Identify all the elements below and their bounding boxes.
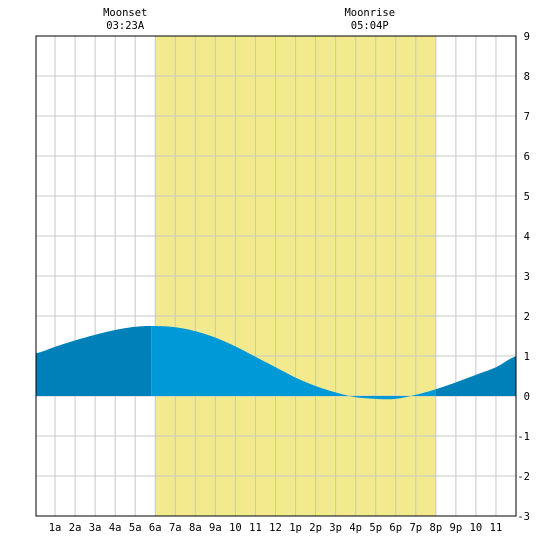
x-tick-label: 12 — [269, 522, 282, 534]
y-tick-label: -2 — [517, 471, 530, 483]
x-tick-label: 8a — [189, 522, 202, 534]
y-tick-label: 2 — [524, 311, 530, 323]
x-tick-label: 3p — [329, 522, 342, 534]
y-tick-label: 3 — [524, 271, 530, 283]
x-tick-label: 3a — [89, 522, 102, 534]
moon-event-name: Moonrise — [344, 7, 395, 19]
x-tick-label: 1p — [289, 522, 302, 534]
label-layer: 1a 2a 3a 4a 5a 6a 7a 8a 9a 10 11 12 1p 2p 3p 4p 5p 6p 7p 8p… — [49, 7, 530, 534]
moon-event-name: Moonset — [103, 7, 147, 19]
x-tick-label: 11 — [490, 522, 503, 534]
tide-area-night-evening — [435, 356, 516, 396]
y-tick-label: 6 — [524, 151, 530, 163]
moon-event-time: 03:23A — [106, 20, 145, 32]
x-tick-label: 5p — [369, 522, 382, 534]
x-tick-label: 6p — [389, 522, 402, 534]
x-tick-label: 5a — [129, 522, 142, 534]
y-tick-label: 4 — [524, 231, 530, 243]
y-tick-label: -1 — [517, 431, 530, 443]
axis-layer — [35, 35, 517, 517]
x-tick-label: 2a — [69, 522, 82, 534]
x-tick-label: 4p — [349, 522, 362, 534]
y-tick-label: 5 — [524, 191, 530, 203]
x-tick-label: 11 — [249, 522, 262, 534]
x-tick-label: 10 — [470, 522, 483, 534]
y-tick-label: 0 — [524, 391, 530, 403]
x-tick-label: 6a — [149, 522, 162, 534]
tide-area-layer — [36, 325, 516, 400]
tide-area-day — [151, 325, 436, 400]
x-tick-label: 9p — [450, 522, 463, 534]
plot-border — [35, 35, 517, 517]
x-tick-label: 8p — [430, 522, 443, 534]
x-tick-label: 2p — [309, 522, 322, 534]
y-tick-label: 9 — [524, 31, 530, 43]
x-tick-label: 7p — [409, 522, 422, 534]
y-tick-label: -3 — [517, 511, 530, 523]
y-tick-label: 7 — [524, 111, 530, 123]
y-tick-label: 1 — [524, 351, 530, 363]
x-tick-label: 9a — [209, 522, 222, 534]
moon-event-time: 05:04P — [351, 20, 389, 32]
x-tick-label: 7a — [169, 522, 182, 534]
y-tick-label: 8 — [524, 71, 530, 83]
x-tick-label: 4a — [109, 522, 122, 534]
x-tick-label: 10 — [229, 522, 242, 534]
x-tick-label: 1a — [49, 522, 62, 534]
grid-layer — [36, 35, 516, 517]
tide-area-night-morning — [36, 325, 152, 396]
